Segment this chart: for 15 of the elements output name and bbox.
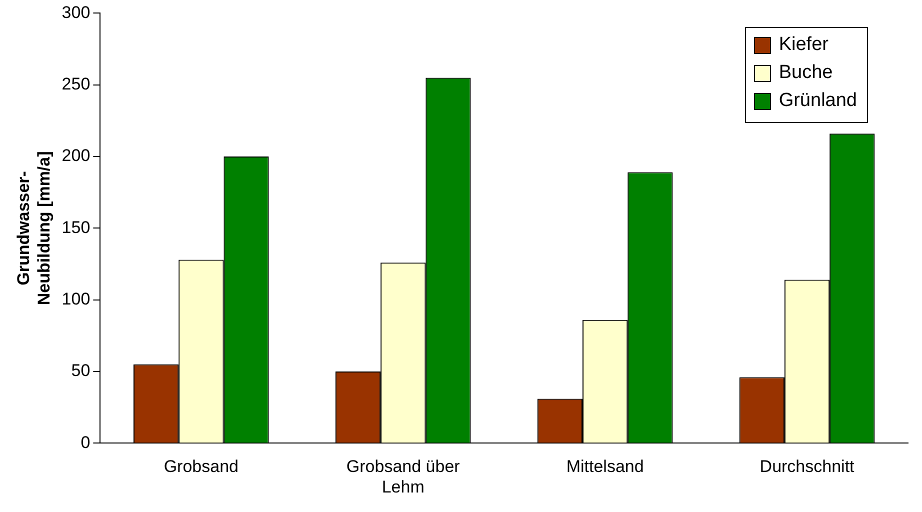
y-tick-label: 100 (62, 290, 90, 309)
x-tick-label: Grobsand (164, 457, 238, 476)
y-tick-label: 0 (80, 432, 90, 452)
y-tick-label: 150 (62, 218, 90, 237)
x-tick-label: Mittelsand (566, 457, 644, 476)
legend-label: Kiefer (778, 34, 828, 56)
legend-label: Buche (778, 62, 833, 84)
y-tick-label: 200 (62, 146, 90, 166)
legend-label: Grünland (778, 90, 857, 112)
y-tick-label: 300 (62, 2, 90, 22)
x-tick-label: Durchschnitt (760, 457, 855, 476)
y-tick-label: 250 (62, 74, 90, 94)
y-axis-title: Grundwasser-Neubildung [mm/a] (14, 151, 54, 306)
y-tick-label: 50 (71, 361, 90, 380)
x-tick-label: Grobsand über Lehm (346, 457, 460, 496)
